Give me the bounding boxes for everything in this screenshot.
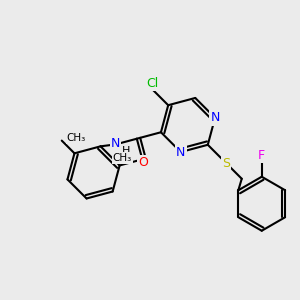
- Text: F: F: [258, 149, 265, 162]
- Text: H: H: [122, 146, 131, 156]
- Text: Cl: Cl: [146, 77, 159, 90]
- Text: N: N: [111, 137, 120, 150]
- Text: S: S: [222, 157, 230, 170]
- Text: CH₃: CH₃: [67, 133, 86, 142]
- Text: N: N: [210, 111, 220, 124]
- Text: O: O: [138, 156, 148, 170]
- Text: CH₃: CH₃: [113, 153, 132, 163]
- Text: N: N: [176, 146, 185, 158]
